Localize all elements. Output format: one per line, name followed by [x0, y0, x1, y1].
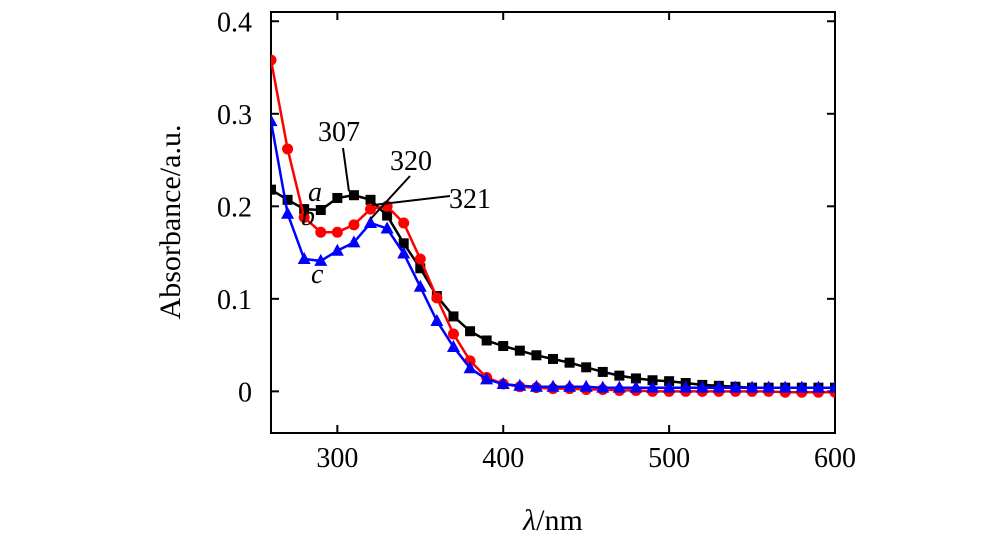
data-point-c — [271, 114, 278, 127]
data-point-c — [546, 379, 560, 392]
series-b — [271, 54, 835, 398]
x-tick-label: 300 — [316, 443, 358, 474]
data-point-c — [480, 372, 494, 385]
annotation-321: 321 — [449, 184, 491, 215]
data-point-b — [431, 292, 443, 304]
data-point-a — [465, 326, 476, 337]
axis-ticks: 300 400 500 600 0 0.1 0.2 0.3 0.4 — [217, 7, 856, 474]
data-point-c — [563, 379, 577, 392]
data-point-a — [365, 194, 376, 205]
data-point-c — [596, 380, 610, 393]
curve-label-c: c — [311, 259, 324, 290]
data-point-c — [811, 380, 825, 393]
data-point-b — [298, 211, 310, 223]
data-point-a — [498, 341, 509, 352]
data-point-c — [579, 379, 593, 392]
series-layer — [271, 54, 835, 398]
data-point-a — [647, 375, 658, 386]
series-c — [271, 114, 835, 393]
data-point-c — [529, 379, 543, 392]
data-point-a — [614, 370, 625, 381]
data-point-c — [430, 314, 444, 327]
x-axis-title: λ/nm — [522, 504, 583, 537]
data-point-c — [463, 361, 477, 374]
data-point-a — [315, 205, 326, 216]
data-point-c — [297, 252, 311, 265]
curve-label-b: b — [301, 201, 315, 232]
data-point-c — [695, 380, 709, 393]
data-point-c — [347, 235, 361, 248]
data-point-c — [397, 246, 411, 259]
annotation-leader — [342, 147, 350, 192]
data-point-c — [662, 380, 676, 393]
plot-frame — [270, 11, 836, 434]
annotation-layer: 307 320 321 — [318, 117, 491, 220]
y-tick-label: 0 — [238, 377, 252, 408]
data-point-a — [382, 210, 393, 221]
data-point-c — [745, 380, 759, 393]
data-point-a — [630, 373, 641, 384]
data-point-c — [712, 380, 726, 393]
data-point-c — [646, 380, 660, 393]
data-point-c — [679, 380, 693, 393]
x-tick-label: 400 — [482, 443, 524, 474]
y-tick-label: 0.1 — [217, 285, 252, 316]
data-point-b — [447, 328, 459, 340]
data-point-a — [564, 357, 575, 368]
data-point-c — [513, 378, 527, 391]
data-point-a — [271, 184, 276, 195]
x-tick-label: 500 — [648, 443, 690, 474]
data-point-a — [415, 263, 426, 274]
data-point-a — [299, 204, 310, 215]
annotation-leader — [369, 175, 411, 220]
data-point-a — [448, 311, 459, 322]
data-point-c — [446, 339, 460, 352]
data-point-c — [330, 243, 344, 256]
data-point-c — [413, 279, 427, 292]
data-point-a — [481, 335, 492, 346]
data-point-a — [282, 194, 293, 205]
data-point-b — [414, 253, 426, 265]
data-point-b — [271, 54, 277, 66]
data-point-c — [728, 380, 742, 393]
x-tick-label: 600 — [814, 443, 856, 474]
data-point-a — [548, 353, 558, 364]
y-tick-label: 0.3 — [217, 100, 252, 131]
annotation-307: 307 — [318, 117, 360, 148]
data-point-a — [398, 238, 409, 249]
y-tick-label: 0.2 — [217, 192, 252, 223]
data-point-c — [778, 380, 792, 393]
data-point-b — [331, 226, 343, 238]
y-axis-title: Absorbance/a.u. — [154, 125, 187, 320]
data-point-b — [315, 226, 327, 238]
annotation-320: 320 — [390, 146, 432, 177]
data-point-b — [282, 143, 294, 155]
data-point-c — [629, 380, 643, 393]
data-point-b — [365, 203, 377, 215]
data-point-c — [828, 380, 835, 393]
curve-label-a: a — [308, 177, 322, 208]
y-tick-label: 0.4 — [217, 7, 252, 38]
data-point-c — [281, 206, 295, 219]
data-point-a — [332, 192, 343, 203]
data-point-c — [364, 215, 378, 228]
data-point-c — [314, 253, 328, 266]
data-point-a — [514, 345, 525, 356]
data-point-c — [380, 221, 394, 234]
data-point-c — [795, 380, 809, 393]
series-c-line — [271, 120, 835, 389]
data-point-b — [398, 217, 410, 229]
annotation-leader — [372, 195, 451, 207]
data-point-a — [531, 350, 542, 361]
data-point-a — [581, 362, 592, 373]
data-point-a — [597, 366, 608, 377]
data-point-a — [348, 190, 359, 201]
data-point-b — [348, 219, 360, 231]
series-a — [271, 184, 835, 393]
data-point-c — [612, 380, 626, 393]
data-point-c — [762, 380, 776, 393]
data-point-c — [496, 376, 510, 389]
